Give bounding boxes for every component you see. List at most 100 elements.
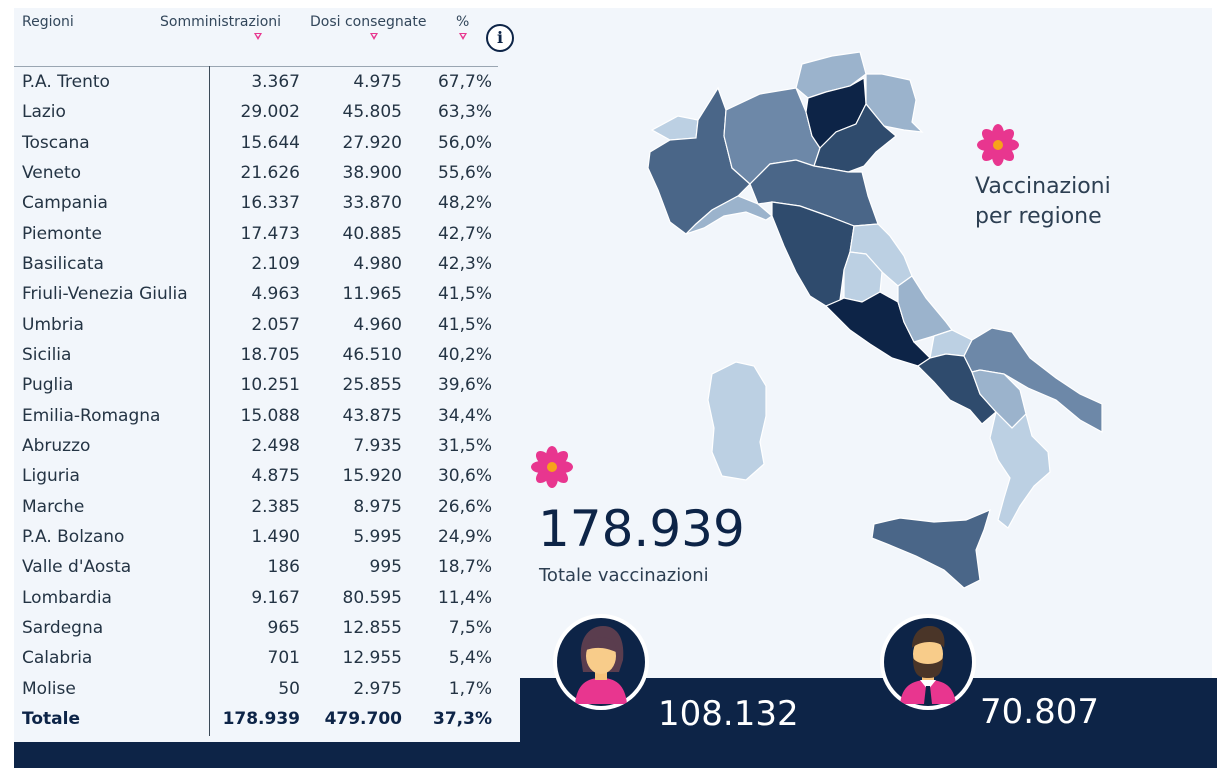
doses-cell: 33.870 [342,193,402,214]
header-regioni[interactable]: Regioni [22,14,74,30]
percent-cell: 37,3% [433,708,492,729]
region-calabria[interactable] [989,410,1051,529]
header-dosi-consegnate[interactable]: Dosi consegnate [310,14,427,30]
administrations-cell: 17.473 [240,223,300,244]
info-icon[interactable]: i [486,24,514,52]
header-percent[interactable]: % [456,14,470,30]
percent-cell: 30,6% [437,466,492,487]
table-panel [14,8,520,742]
administrations-cell: 50 [278,678,300,699]
percent-cell: 42,7% [437,223,492,244]
doses-cell: 4.975 [353,72,402,92]
table-row[interactable]: Basilicata 2.109 4.980 42,3% [14,250,498,280]
administrations-cell: 3.367 [251,72,300,92]
table-row[interactable]: Marche 2.385 8.975 26,6% [14,493,498,523]
region-cell: Emilia-Romagna [22,405,161,426]
administrations-cell: 178.939 [222,708,300,729]
percent-cell: 63,3% [437,102,492,123]
administrations-cell: 15.088 [240,405,300,426]
table-row[interactable]: Sardegna 965 12.855 7,5% [14,614,498,644]
region-cell: P.A. Trento [22,72,110,92]
percent-cell: 1,7% [448,678,492,699]
header-divider [14,66,498,67]
region-sardegna[interactable] [707,361,767,481]
percent-cell: 7,5% [448,617,492,638]
administrations-cell: 15.644 [240,132,300,153]
region-cell: Sardegna [22,617,104,638]
table-row[interactable]: Piemonte 17.473 40.885 42,7% [14,220,498,250]
region-cell: Piemonte [22,223,102,244]
doses-cell: 11.965 [342,284,402,305]
table-row[interactable]: Liguria 4.875 15.920 30,6% [14,462,498,492]
doses-cell: 2.975 [353,678,402,699]
doses-cell: 38.900 [342,162,402,183]
region-sicilia[interactable] [871,508,991,589]
region-cell: Veneto [22,162,82,183]
region-cell: Abruzzo [22,435,91,456]
percent-cell: 42,3% [437,253,492,274]
region-cell: Lazio [22,102,66,123]
table-row[interactable]: Sicilia 18.705 46.510 40,2% [14,341,498,371]
doses-cell: 4.980 [353,253,402,274]
table-row[interactable]: Puglia 10.251 25.855 39,6% [14,371,498,401]
table-row[interactable]: P.A. Bolzano 1.490 5.995 24,9% [14,523,498,553]
percent-cell: 39,6% [437,375,492,396]
table-row[interactable]: Friuli-Venezia Giulia 4.963 11.965 41,5% [14,280,498,310]
administrations-cell: 18.705 [240,344,300,365]
sort-arrow-icon[interactable] [254,33,262,40]
table-row[interactable]: Veneto 21.626 38.900 55,6% [14,159,498,189]
region-cell: Campania [22,193,108,214]
map-title: Vaccinazioni per regione [975,172,1111,232]
table-row[interactable]: Emilia-Romagna 15.088 43.875 34,4% [14,402,498,432]
table-total-row[interactable]: Totale 178.939 479.700 37,3% [14,705,498,735]
administrations-cell: 2.057 [251,314,300,335]
female-avatar-icon [553,614,649,710]
table-row[interactable]: Campania 16.337 33.870 48,2% [14,189,498,219]
doses-cell: 43.875 [342,405,402,426]
administrations-cell: 2.109 [251,253,300,274]
region-cell: Sicilia [22,344,72,365]
table-row[interactable]: Umbria 2.057 4.960 41,5% [14,311,498,341]
table-row[interactable]: Lombardia 9.167 80.595 11,4% [14,584,498,614]
table-row[interactable]: Calabria 701 12.955 5,4% [14,644,498,674]
administrations-cell: 701 [267,648,300,669]
table-row[interactable]: Molise 50 2.975 1,7% [14,675,498,705]
table-row[interactable]: P.A. Trento 3.367 4.975 67,7% [14,68,498,98]
table-row[interactable]: Valle d'Aosta 186 995 18,7% [14,553,498,583]
region-valle-daosta[interactable] [650,115,699,141]
percent-cell: 31,5% [437,435,492,456]
bottom-band [14,742,520,768]
sort-arrow-icon[interactable] [370,33,378,40]
doses-cell: 12.855 [342,617,402,638]
female-count: 108.132 [658,694,799,734]
region-cell: Lombardia [22,587,112,608]
administrations-cell: 29.002 [240,102,300,123]
map-title-line2: per regione [975,204,1102,229]
header-somministrazioni[interactable]: Somministrazioni [160,14,282,30]
table-row[interactable]: Abruzzo 2.498 7.935 31,5% [14,432,498,462]
administrations-cell: 10.251 [240,375,300,396]
percent-cell: 41,5% [437,284,492,305]
administrations-cell: 16.337 [240,193,300,214]
flower-icon [531,446,573,488]
table-row[interactable]: Toscana 15.644 27.920 56,0% [14,129,498,159]
flower-icon [977,124,1019,166]
administrations-cell: 9.167 [251,587,300,608]
doses-cell: 479.700 [324,708,402,729]
doses-cell: 27.920 [342,132,402,153]
percent-cell: 26,6% [437,496,492,517]
map-title-line1: Vaccinazioni [975,174,1111,199]
sort-arrow-icon[interactable] [459,33,467,40]
region-cell: Marche [22,496,85,517]
doses-cell: 40.885 [342,223,402,244]
table-row[interactable]: Lazio 29.002 45.805 63,3% [14,98,498,128]
administrations-cell: 2.498 [251,435,300,456]
region-cell: Valle d'Aosta [22,557,132,578]
administrations-cell: 2.385 [251,496,300,517]
administrations-cell: 186 [267,557,300,578]
region-cell: Liguria [22,466,80,487]
percent-cell: 41,5% [437,314,492,335]
italy-map [647,51,1103,589]
male-avatar-icon [880,614,976,710]
